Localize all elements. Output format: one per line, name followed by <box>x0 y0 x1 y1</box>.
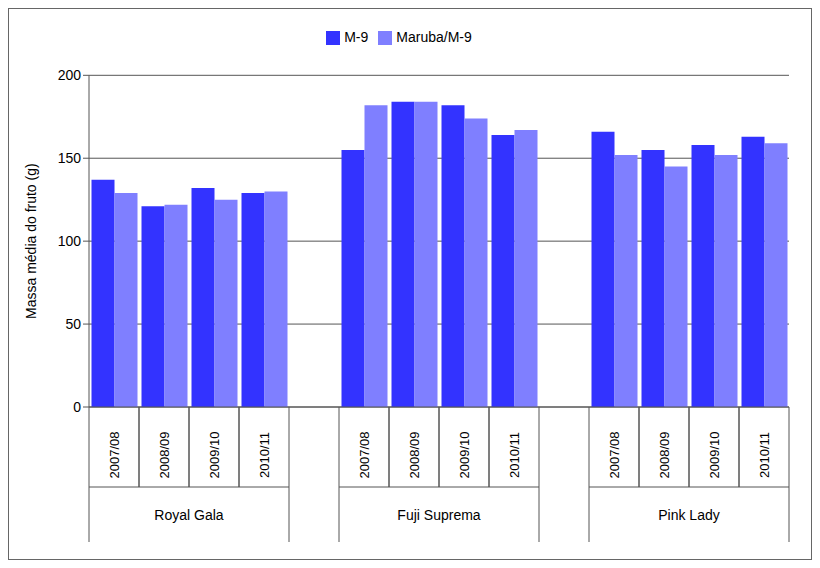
svg-text:2008/09: 2008/09 <box>157 432 172 479</box>
svg-text:0: 0 <box>73 399 81 415</box>
svg-text:Massa média do fruto (g): Massa média do fruto (g) <box>23 163 39 319</box>
svg-text:2008/09: 2008/09 <box>657 432 672 479</box>
html-text:Maruba/M-9: Maruba/M-9 <box>396 29 472 45</box>
svg-text:2009/10: 2009/10 <box>707 432 722 479</box>
svg-text:150: 150 <box>58 150 82 166</box>
svg-text:2010/11: 2010/11 <box>507 432 522 478</box>
svg-text:2007/08: 2007/08 <box>107 432 122 479</box>
svg-text:200: 200 <box>58 67 82 83</box>
svg-text:2007/08: 2007/08 <box>607 432 622 479</box>
svg-text:2008/09: 2008/09 <box>407 432 422 479</box>
svg-text:100: 100 <box>58 233 82 249</box>
svg-text:2010/11: 2010/11 <box>257 432 272 478</box>
svg-text:2009/10: 2009/10 <box>457 432 472 479</box>
html-text:M-9: M-9 <box>344 29 369 45</box>
svg-text:2010/11: 2010/11 <box>757 432 772 478</box>
svg-text:2009/10: 2009/10 <box>207 432 222 479</box>
svg-text:Royal Gala: Royal Gala <box>154 507 223 523</box>
svg-text:Fuji Suprema: Fuji Suprema <box>397 507 480 523</box>
svg-text:Pink Lady: Pink Lady <box>658 507 719 523</box>
svg-text:2007/08: 2007/08 <box>357 432 372 479</box>
svg-text:50: 50 <box>65 316 81 332</box>
